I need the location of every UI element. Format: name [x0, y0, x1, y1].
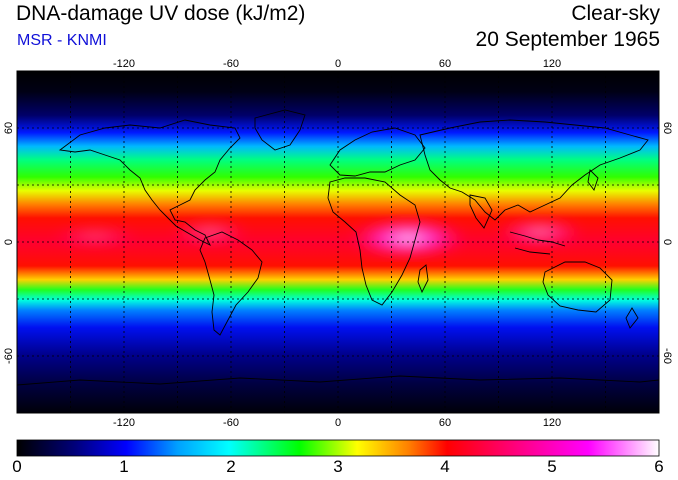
colorbar [16, 439, 660, 457]
colorbar-tick-label: 2 [226, 457, 236, 476]
lat-tick-label: 0 [661, 239, 673, 245]
date-label: 20 September 1965 [475, 28, 660, 51]
map-title: DNA-damage UV dose (kJ/m2) [16, 2, 306, 25]
graticule [17, 71, 659, 413]
lon-tick-label: 0 [335, 58, 341, 70]
source-label: MSR - KNMI [17, 32, 107, 49]
coastlines [17, 109, 659, 386]
lon-labels-top: -120 -60 0 60 120 [113, 58, 561, 70]
lat-labels-left: 60 0 -60 [3, 122, 15, 364]
lat-tick-label: -60 [661, 348, 673, 364]
lon-labels-bottom: -120 -60 0 60 120 [113, 417, 561, 429]
lon-tick-label: 120 [543, 417, 561, 429]
lon-tick-label: -60 [223, 58, 239, 70]
lat-tick-label: 60 [661, 122, 673, 134]
colorbar-tick-label: 3 [333, 457, 343, 476]
lon-tick-label: -60 [223, 417, 239, 429]
lon-tick-label: 60 [439, 58, 451, 70]
lat-labels-right: 60 0 -60 [661, 122, 673, 364]
lat-tick-label: 0 [3, 239, 15, 245]
lon-tick-label: -120 [113, 417, 135, 429]
colorbar-tick-label: 4 [440, 457, 450, 476]
map-frame [16, 70, 660, 414]
lon-tick-label: 60 [439, 417, 451, 429]
colorbar-tick-label: 6 [654, 457, 664, 476]
colorbar-tick-label: 1 [119, 457, 129, 476]
sky-condition-label: Clear-sky [571, 2, 660, 25]
lat-tick-label: -60 [3, 348, 15, 364]
colorbar-tick-label: 5 [547, 457, 557, 476]
lat-tick-label: 60 [3, 122, 15, 134]
colorbar-tick-label: 0 [12, 457, 22, 476]
lon-tick-label: 120 [543, 58, 561, 70]
lon-tick-label: 0 [335, 417, 341, 429]
lon-tick-label: -120 [113, 58, 135, 70]
